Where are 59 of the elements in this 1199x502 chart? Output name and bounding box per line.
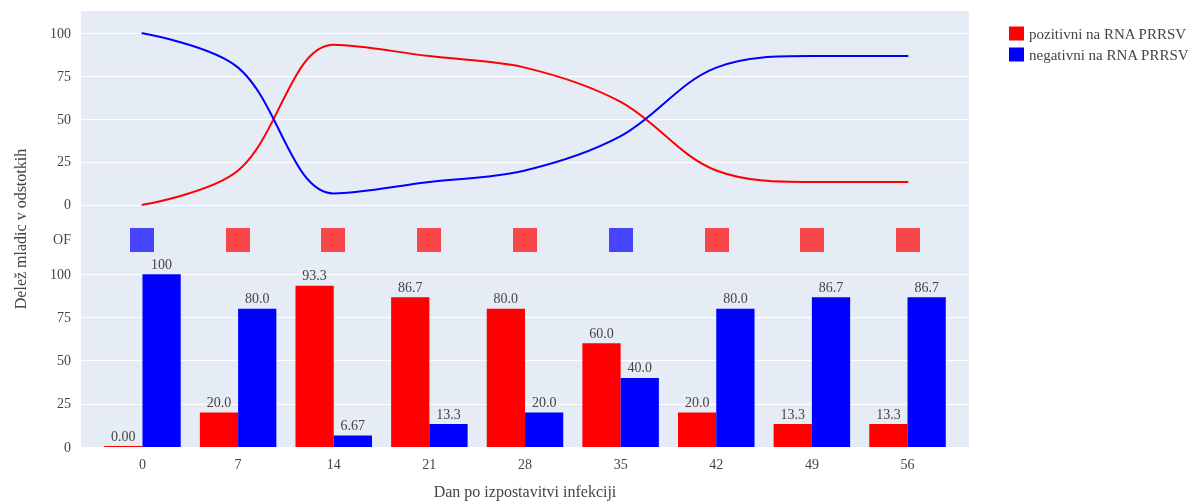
data-label: 0.00 [111,428,136,444]
data-label: 86.7 [397,279,423,295]
x-tick-label: 21 [422,456,437,472]
x-tick-label: 7 [234,456,242,472]
data-label: 60.0 [589,325,614,341]
bar [678,412,717,447]
x-tick-label: 49 [804,456,819,472]
data-label: 6.67 [340,417,366,433]
y-tick-label: 0 [64,197,71,213]
data-label: 80.0 [723,291,748,307]
data-label: 100 [151,256,173,272]
bar [716,308,755,447]
legend-label: pozitivni na RNA PRRSV [1029,25,1187,42]
x-tick-label: 42 [709,456,724,472]
data-label: 13.3 [436,406,461,422]
bar [486,308,525,447]
data-label: 13.3 [780,406,806,422]
bar [142,274,181,447]
y-tick-label: 25 [57,154,71,170]
x-tick-label: 28 [518,456,532,472]
x-tick-label: 35 [613,456,628,472]
bar [238,308,277,447]
x-axis-title: Dan po izpostavitvi infekciji [433,482,617,501]
y-tick-label: 25 [57,396,71,412]
bar [333,435,372,447]
y-tick-label: 50 [57,353,71,369]
bar [199,412,239,447]
y-tick-label: 100 [50,266,71,282]
bar [620,377,659,447]
x-tick-label: 56 [900,456,915,472]
data-label: 13.3 [876,406,901,422]
legend-label: negativni na RNA PRRSV [1029,46,1189,63]
bar [811,297,851,447]
bar [907,297,946,447]
y-axis-title: Delež mladic v odstotkih [11,148,29,310]
data-label: 93.3 [302,268,327,284]
bar [582,343,621,447]
y-tick-label: 75 [57,68,71,84]
bar [525,412,564,447]
y-tick-label: 75 [57,309,71,325]
y-tick-label: 0 [64,439,71,455]
text: OF [53,231,71,248]
data-label: 80.0 [493,291,519,307]
bar [429,424,468,447]
data-label: 80.0 [244,291,270,307]
bar [773,424,812,447]
y-tick-label: 50 [57,111,71,127]
data-label: 86.7 [914,279,939,295]
bar [295,285,334,447]
data-label: 86.7 [818,279,844,295]
data-label: 20.0 [684,394,710,410]
y-tick-label: 100 [50,25,71,41]
bar [391,297,430,447]
data-label: 40.0 [627,360,653,376]
x-tick-label: 14 [326,456,341,472]
bar [869,424,908,447]
data-label: 20.0 [206,394,232,410]
data-label: 20.0 [531,394,557,410]
x-tick-label: 0 [138,456,146,472]
